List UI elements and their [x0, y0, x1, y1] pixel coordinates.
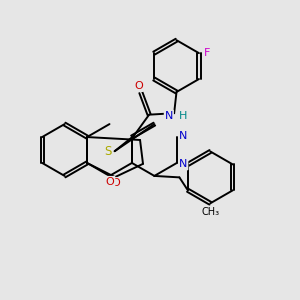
Text: S: S — [104, 145, 112, 158]
Text: O: O — [106, 177, 115, 187]
Text: F: F — [204, 47, 210, 58]
Text: N: N — [179, 159, 188, 170]
Text: O: O — [134, 81, 143, 91]
Text: N: N — [165, 110, 173, 121]
Text: N: N — [179, 130, 188, 141]
Text: CH₃: CH₃ — [201, 206, 219, 217]
Text: H: H — [179, 110, 187, 121]
Text: O: O — [111, 178, 120, 188]
